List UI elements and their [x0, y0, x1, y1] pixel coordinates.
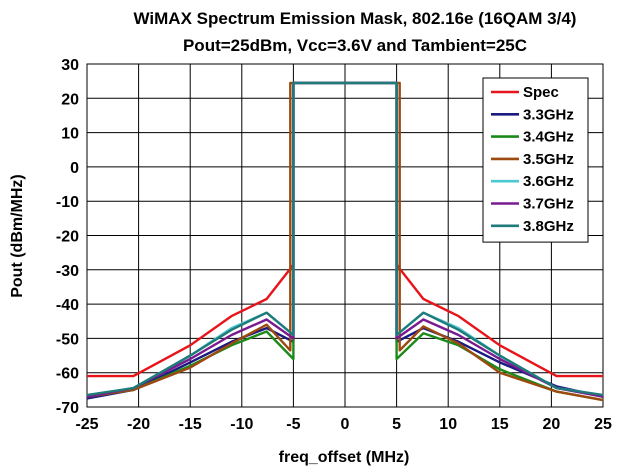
- legend-label-3-5ghz: 3.5GHz: [523, 151, 574, 168]
- legend-label-3-8ghz: 3.8GHz: [523, 218, 574, 235]
- y-tick-label: -70: [56, 400, 79, 417]
- legend: Spec 3.3GHz 3.4GHz 3.5GHz 3.6GHz 3.7GHz 3.8GHz: [482, 77, 589, 243]
- legend-label-3-3ghz: 3.3GHz: [523, 106, 574, 123]
- legend-label-spec: Spec: [523, 84, 559, 101]
- x-tick-label: -15: [179, 416, 202, 433]
- legend-label-3-6ghz: 3.6GHz: [523, 173, 574, 190]
- y-tick-label: 20: [61, 91, 79, 108]
- series-lines: [86, 81, 604, 402]
- chart-subtitle: Pout=25dBm, Vcc=3.6V and Tambient=25C: [183, 36, 527, 55]
- legend-label-3-7ghz: 3.7GHz: [523, 196, 574, 213]
- y-tick-label: -40: [56, 297, 79, 314]
- y-tick-label: -60: [56, 366, 79, 383]
- x-tick-label: 0: [341, 416, 350, 433]
- x-tick-label: 20: [543, 416, 561, 433]
- series-line-3-8ghz: [86, 81, 604, 397]
- y-tick-label: 30: [61, 57, 79, 74]
- x-tick-label: -25: [75, 416, 98, 433]
- chart-title: WiMAX Spectrum Emission Mask, 802.16e (1…: [134, 9, 577, 28]
- x-tick-label: 25: [594, 416, 612, 433]
- y-tick-label: -20: [56, 229, 79, 246]
- x-tick-label: 15: [491, 416, 509, 433]
- y-tick-label: -50: [56, 331, 79, 348]
- x-tick-label: -20: [127, 416, 150, 433]
- x-axis-label: freq_offset (MHz): [279, 449, 410, 466]
- legend-label-3-4ghz: 3.4GHz: [523, 129, 574, 146]
- x-tick-label: -10: [230, 416, 253, 433]
- y-tick-label: 10: [61, 126, 79, 143]
- x-tick-label: 5: [392, 416, 401, 433]
- y-tick-label: 0: [70, 160, 79, 177]
- tick-labels: -25 -20 -15 -10 -5 0 5 10 15 20 253020100-10-20-30…: [56, 57, 612, 433]
- y-tick-label: -10: [56, 194, 79, 211]
- x-tick-label: 10: [439, 416, 457, 433]
- y-tick-label: -30: [56, 263, 79, 280]
- x-tick-label: -5: [286, 416, 300, 433]
- y-axis-label: Pout (dBm/MHz): [9, 174, 26, 298]
